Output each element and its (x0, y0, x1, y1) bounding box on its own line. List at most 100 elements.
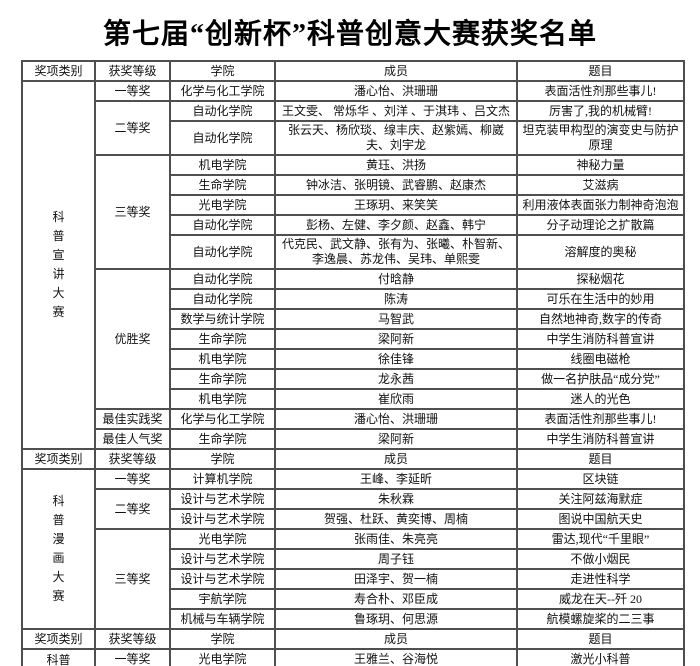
column-header: 题目 (516, 628, 685, 650)
title-cell: 表面活性剂那些事儿! (516, 408, 685, 430)
members-cell: 田泽宇、贺一楠 (274, 568, 518, 590)
title-cell: 神秘力量 (516, 154, 685, 176)
award-row: 二等奖 自动化学院 王文雯、 常烁华 、刘洋 、于淇玮 、吕文杰 厉害了,我的机械臂! (22, 100, 685, 156)
title-cell: 做一名护肤品“成分党” (516, 368, 685, 390)
level-cell: 一等奖 (94, 468, 171, 490)
title-cell: 探秘烟花 (516, 268, 685, 290)
award-row: 科普漫画大赛一等奖 计算机学院 王峰、李延昕 区块链 (21, 468, 685, 630)
members-cell: 张云天、杨欣琰、缐丰庆、赵紫嫣、柳崴夫、刘宇龙 (274, 120, 518, 156)
college-cell: 化学与化工学院 (169, 80, 276, 102)
members-cell: 钟冰洁、张明镜、武睿鹏、赵康杰 (274, 174, 518, 196)
level-cell: 优胜奖 (94, 268, 171, 410)
members-cell: 潘心怡、洪珊珊 (274, 408, 518, 430)
level-cell: 一等奖 (94, 647, 171, 666)
members-cell: 彭杨、左健、李夕颜、赵鑫、韩宁 (274, 214, 518, 236)
college-cell: 数学与统计学院 (169, 308, 276, 330)
category-line: 科 (52, 210, 65, 224)
category-line: 漫 (52, 532, 65, 546)
college-cell: 机电学院 (169, 154, 276, 176)
award-row: 三等奖 机电学院 黄珏、洪扬 神秘力量 (22, 154, 685, 270)
award-row: 二等奖 设计与艺术学院 朱秋霖 关注阿兹海默症 (22, 488, 685, 530)
college-cell: 生命学院 (169, 328, 276, 350)
award-row: 设计与艺术学院 贺强、杜跃、黄奕博、周楠 图说中国航天史 (22, 508, 685, 530)
column-header-row: 奖项类别 获奖等级 学院 成员 题目 (21, 628, 685, 650)
members-cell: 陈涛 (274, 288, 518, 310)
award-row: 生命学院 龙永茜 做一名护肤品“成分党” (22, 368, 685, 390)
college-cell: 自动化学院 (169, 234, 276, 270)
column-header: 获奖等级 (94, 628, 171, 650)
college-cell: 自动化学院 (169, 268, 276, 290)
category-cell: 科普宣讲大赛 (21, 80, 96, 450)
category-line: 普 (52, 229, 65, 243)
level-cell: 一等奖 (94, 80, 171, 102)
column-header: 题目 (516, 448, 685, 470)
column-header: 学院 (169, 60, 276, 82)
title-cell: 线圈电磁枪 (516, 348, 685, 370)
level-cell: 最佳人气奖 (94, 428, 171, 450)
award-row: 自动化学院 代克民、武文静、张有为、张曦、朴智新、李逸晨、苏龙伟、吴玮、单熙雯 溶解… (22, 234, 685, 270)
column-header: 奖项类别 (21, 60, 96, 82)
members-cell: 龙永茜 (274, 368, 518, 390)
title-cell: 雷达,现代“千里眼” (516, 528, 685, 550)
title-cell: 威龙在天--歼 20 (516, 588, 685, 610)
members-cell: 梁阿新 (274, 428, 518, 450)
college-cell: 光电学院 (169, 647, 276, 666)
college-cell: 生命学院 (169, 428, 276, 450)
level-cell: 二等奖 (94, 488, 171, 530)
column-header: 成员 (274, 628, 518, 650)
members-cell: 徐佳锋 (274, 348, 518, 370)
members-cell: 梁阿新 (274, 328, 518, 350)
college-cell: 计算机学院 (169, 468, 276, 490)
category-line: 讲 (52, 267, 65, 281)
award-row: 最佳实践奖 化学与化工学院 潘心怡、洪珊珊 表面活性剂那些事儿! (22, 408, 685, 430)
members-cell: 王峰、李延昕 (274, 468, 518, 490)
members-cell: 贺强、杜跃、黄奕博、周楠 (274, 508, 518, 530)
award-row: 生命学院 钟冰洁、张明镜、武睿鹏、赵康杰 艾滋病 (22, 174, 685, 196)
title-cell: 表面活性剂那些事儿! (516, 80, 685, 102)
column-header: 奖项类别 (21, 628, 96, 650)
award-row: 最佳人气奖 生命学院 梁阿新 中学生消防科普宣讲 (22, 428, 685, 450)
award-row: 科普宣讲大赛一等奖 化学与化工学院 潘心怡、洪珊珊 表面活性剂那些事儿! (21, 80, 685, 450)
title-cell: 利用液体表面张力制神奇泡泡 (516, 194, 685, 216)
college-cell: 机电学院 (169, 348, 276, 370)
column-header-row: 奖项类别 获奖等级 学院 成员 题目 (21, 448, 685, 470)
award-row: 光电学院 王琢玥、来笑笑 利用液体表面张力制神奇泡泡 (22, 194, 685, 216)
members-cell: 代克民、武文静、张有为、张曦、朴智新、李逸晨、苏龙伟、吴玮、单熙雯 (274, 234, 518, 270)
college-cell: 光电学院 (169, 194, 276, 216)
column-header: 题目 (516, 60, 685, 82)
members-cell: 鲁琢玥、何思源 (274, 608, 518, 630)
title-cell: 分子动理论之扩散篇 (516, 214, 685, 236)
members-cell: 朱秋霖 (274, 488, 518, 510)
college-cell: 设计与艺术学院 (169, 568, 276, 590)
title-cell: 中学生消防科普宣讲 (516, 328, 685, 350)
award-row: 机电学院 徐佳锋 线圈电磁枪 (22, 348, 685, 370)
title-cell: 中学生消防科普宣讲 (516, 428, 685, 450)
title-cell: 激光小科普 (516, 647, 685, 666)
category-line: 大 (52, 286, 65, 300)
title-cell: 不做小烟民 (516, 548, 685, 570)
award-row: 宇航学院 寿合朴、邓臣成 威龙在天--歼 20 (22, 588, 685, 610)
level-cell: 三等奖 (94, 528, 171, 630)
column-header-row: 奖项类别 获奖等级 学院 成员 题目 (21, 60, 685, 82)
category-line: 科 (52, 494, 65, 508)
award-row: 自动化学院 张云天、杨欣琰、缐丰庆、赵紫嫣、柳崴夫、刘宇龙 坦克装甲构型的演变史与防… (22, 120, 685, 156)
award-row: 机械与车辆学院 鲁琢玥、何思源 航模螺旋桨的二三事 (22, 608, 685, 630)
college-cell: 自动化学院 (169, 288, 276, 310)
column-header: 学院 (169, 628, 276, 650)
college-cell: 设计与艺术学院 (169, 488, 276, 510)
column-header: 成员 (274, 60, 518, 82)
level-cell: 三等奖 (94, 154, 171, 270)
column-header: 学院 (169, 448, 276, 470)
awards-table-body: 奖项类别 获奖等级 学院 成员 题目科普宣讲大赛一等奖 化学与化工学院 潘心怡、洪珊珊 表面活… (21, 60, 685, 666)
category-line: 赛 (52, 305, 65, 319)
awards-table: 奖项类别 获奖等级 学院 成员 题目科普宣讲大赛一等奖 化学与化工学院 潘心怡、洪珊珊 表面活… (21, 60, 685, 666)
members-cell: 周子钰 (274, 548, 518, 570)
college-cell: 宇航学院 (169, 588, 276, 610)
college-cell: 设计与艺术学院 (169, 548, 276, 570)
column-header: 成员 (274, 448, 518, 470)
award-row: 设计与艺术学院 田泽宇、贺一楠 走进性科学 (22, 568, 685, 590)
college-cell: 机电学院 (169, 388, 276, 410)
members-cell: 张雨佳、朱亮亮 (274, 528, 518, 550)
award-row: 自动化学院 陈涛 可乐在生活中的妙用 (22, 288, 685, 310)
title-cell: 图说中国航天史 (516, 508, 685, 530)
